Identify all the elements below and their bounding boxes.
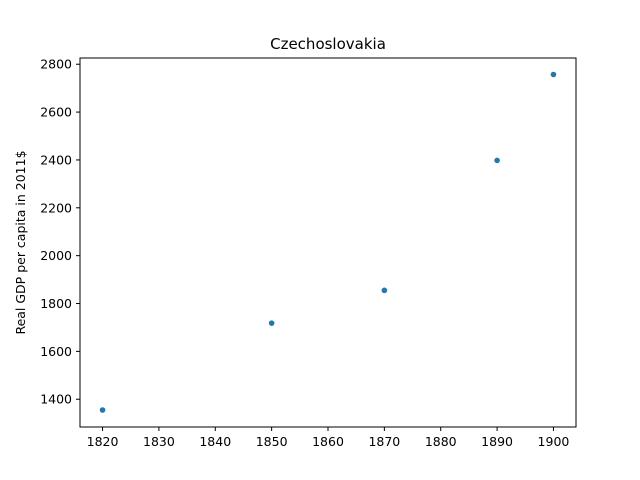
x-tick-label: 1860 xyxy=(312,434,344,449)
x-tick-label: 1900 xyxy=(538,434,570,449)
x-tick-label: 1890 xyxy=(481,434,513,449)
data-point xyxy=(494,157,500,164)
y-tick-label: 2800 xyxy=(40,57,72,72)
data-point xyxy=(550,71,557,78)
data-points xyxy=(99,71,557,413)
y-tick-label: 2200 xyxy=(40,200,72,215)
chart-title: Czechoslovakia xyxy=(270,35,386,53)
plot-area-frame xyxy=(79,57,577,428)
y-tick-label: 1800 xyxy=(40,296,72,311)
y-axis-ticks: 1400 1600 1800 2000 2200 2400 2600 2800 xyxy=(40,57,80,407)
x-tick-label: 1850 xyxy=(256,434,288,449)
data-point xyxy=(99,407,106,413)
x-axis-ticks: 1820 1830 1840 1850 1860 1870 1880 1890 1900 xyxy=(87,427,570,449)
x-tick-label: 1820 xyxy=(87,434,119,449)
x-tick-label: 1840 xyxy=(199,434,231,449)
y-tick-label: 2600 xyxy=(40,105,72,120)
data-point xyxy=(268,320,275,326)
x-tick-label: 1830 xyxy=(143,434,175,449)
y-tick-label: 1400 xyxy=(40,392,72,407)
y-tick-label: 1600 xyxy=(40,344,72,359)
y-tick-label: 2000 xyxy=(40,248,72,263)
x-tick-label: 1870 xyxy=(368,434,400,449)
y-axis-label: Real GDP per capita in 2011$ xyxy=(13,150,28,334)
x-tick-label: 1880 xyxy=(425,434,457,449)
y-tick-label: 2400 xyxy=(40,152,72,167)
data-point xyxy=(381,287,388,294)
